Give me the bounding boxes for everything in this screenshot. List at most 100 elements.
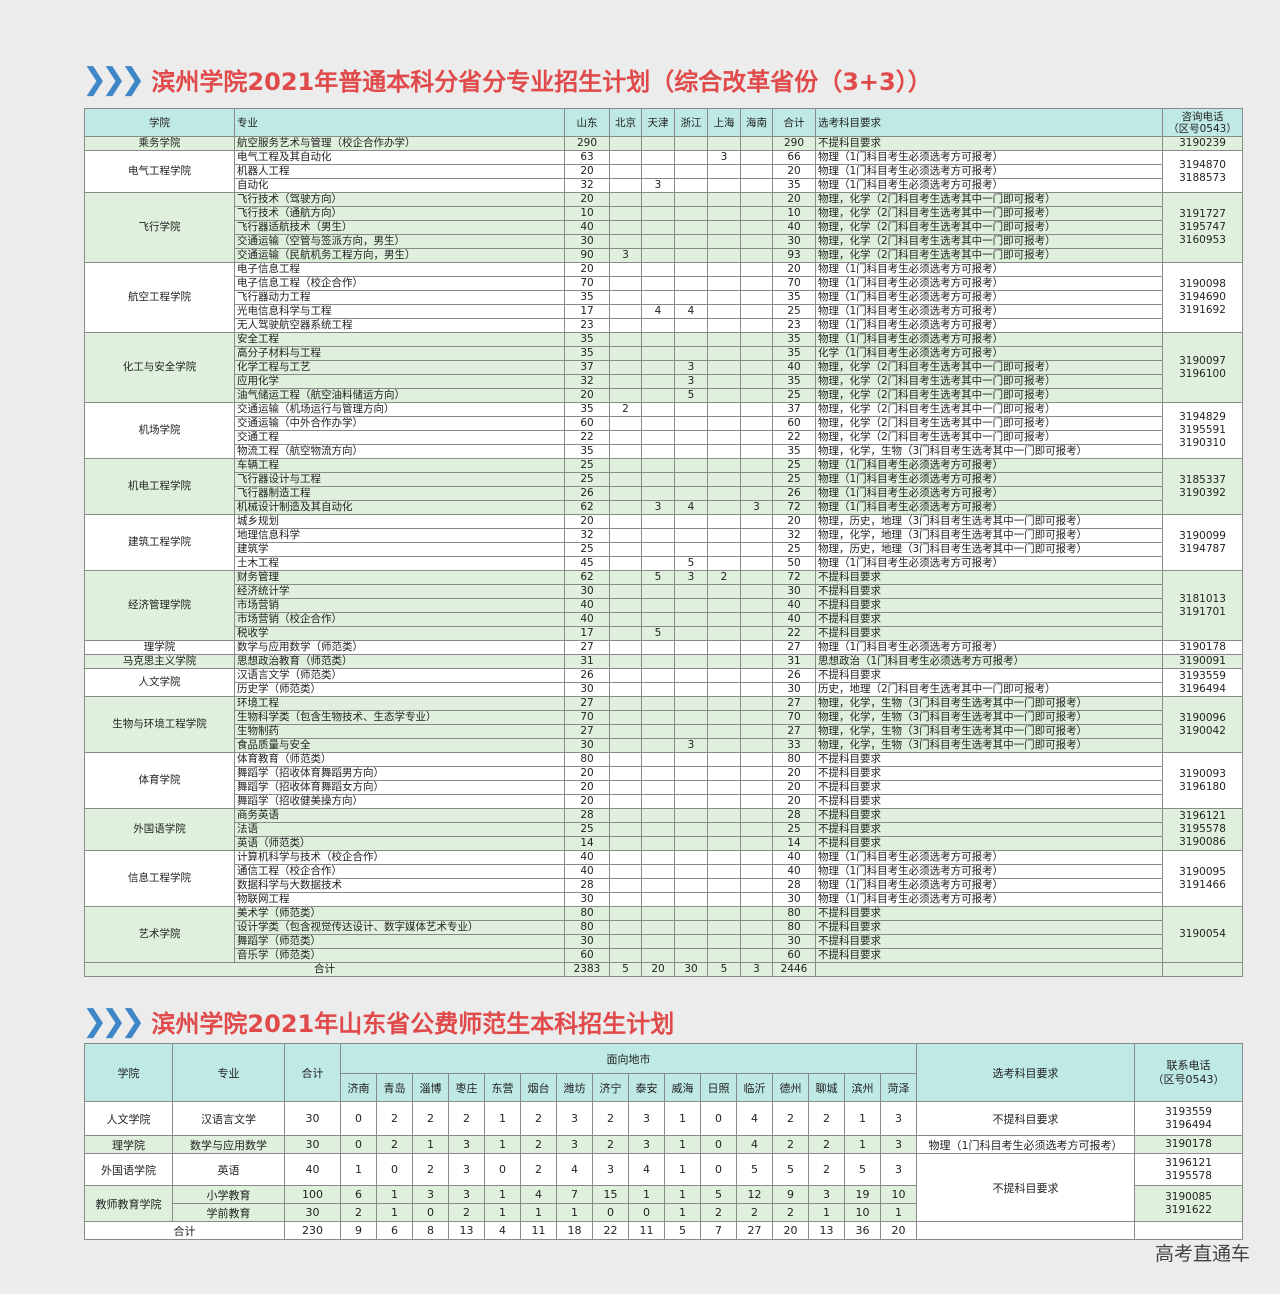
header-tianjin: 天津 bbox=[641, 108, 675, 137]
quota-cell bbox=[740, 878, 773, 893]
college-cell: 艺术学院 bbox=[84, 906, 235, 963]
quota-cell bbox=[707, 458, 741, 473]
quota-cell bbox=[674, 752, 708, 767]
city-quota-cell: 1 bbox=[664, 1185, 701, 1204]
quota-cell: 32 bbox=[564, 528, 610, 543]
quota-cell bbox=[641, 360, 675, 375]
table-row: 物流工程（航空物流方向） 35 35 物理，化学，生物（3门科目考生选考其中一门即可报… bbox=[85, 444, 1243, 459]
quota-cell: 25 bbox=[772, 542, 816, 557]
city-quota-cell: 0 bbox=[340, 1135, 377, 1154]
quota-cell: 40 bbox=[564, 598, 610, 613]
quota-cell bbox=[740, 192, 773, 207]
quota-cell bbox=[674, 192, 708, 207]
quota-cell: 290 bbox=[564, 136, 610, 151]
requirement-cell: 不提科目要求 bbox=[815, 780, 1163, 795]
quota-cell: 30 bbox=[772, 584, 816, 599]
requirement-cell: 物理，化学（2门科目考生选考其中一门即可报考） bbox=[815, 402, 1163, 417]
quota-cell bbox=[641, 878, 675, 893]
phone-cell: 3190097 3196100 bbox=[1162, 332, 1243, 403]
quota-cell bbox=[609, 234, 642, 249]
major-cell: 安全工程 bbox=[234, 332, 565, 347]
city-header: 淄博 bbox=[412, 1073, 449, 1102]
requirement-cell: 不提科目要求 bbox=[815, 934, 1163, 949]
city-total-cell: 8 bbox=[412, 1221, 449, 1240]
quota-cell: 30 bbox=[772, 934, 816, 949]
table-row: 舞蹈学（招收体育舞蹈女方向） 20 20 不提科目要求 bbox=[85, 780, 1243, 795]
table-row: 设计学类（包含视觉传达设计、数字媒体艺术专业） 80 80 不提科目要求 bbox=[85, 920, 1243, 935]
quota-cell: 20 bbox=[564, 514, 610, 529]
quota-cell: 3 bbox=[641, 500, 675, 515]
major-cell: 美术学（师范类） bbox=[234, 906, 565, 921]
college-cell: 外国语学院 bbox=[84, 1153, 173, 1186]
quota-cell bbox=[674, 318, 708, 333]
quota-cell bbox=[609, 640, 642, 655]
city-quota-cell: 2 bbox=[772, 1101, 809, 1136]
city-quota-cell: 1 bbox=[628, 1185, 665, 1204]
table-row: 乘务学院 航空服务艺术与管理（校企合作办学） 290 290 不提科目要求 3190239 bbox=[84, 136, 1243, 151]
city-quota-cell: 2 bbox=[772, 1203, 809, 1222]
quota-cell bbox=[674, 276, 708, 291]
quota-cell bbox=[740, 598, 773, 613]
quota-cell bbox=[740, 332, 773, 347]
quota-cell: 31 bbox=[772, 654, 816, 669]
quota-cell bbox=[707, 514, 741, 529]
quota-cell: 23 bbox=[772, 318, 816, 333]
requirement-cell: 不提科目要求 bbox=[815, 906, 1163, 921]
major-cell: 化学工程与工艺 bbox=[234, 360, 565, 375]
quota-cell: 30 bbox=[564, 584, 610, 599]
quota-cell: 40 bbox=[772, 360, 816, 375]
quota-cell bbox=[641, 710, 675, 725]
quota-cell bbox=[641, 430, 675, 445]
phone-cell: 3190095 3191466 bbox=[1162, 850, 1243, 907]
page-title-general: ❯❯❯ 滨州学院2021年普通本科分省分专业招生计划（综合改革省份（3+3）） bbox=[82, 62, 932, 97]
requirement-cell: 不提科目要求 bbox=[815, 584, 1163, 599]
requirement-cell: 物理，化学（2门科目考生选考其中一门即可报考） bbox=[815, 430, 1163, 445]
major-cell: 舞蹈学（招收健美操方向） bbox=[234, 794, 565, 809]
total-cell: 100 bbox=[284, 1185, 341, 1204]
total-cell: 30 bbox=[284, 1135, 341, 1154]
quota-cell bbox=[641, 906, 675, 921]
requirement-cell: 不提科目要求 bbox=[916, 1101, 1135, 1136]
quota-cell bbox=[740, 248, 773, 263]
requirement-cell: 物理，化学（2门科目考生选考其中一门即可报考） bbox=[815, 206, 1163, 221]
quota-cell bbox=[740, 416, 773, 431]
city-quota-cell: 2 bbox=[808, 1153, 845, 1186]
quota-cell bbox=[740, 206, 773, 221]
requirement-cell: 物理（1门科目考生必须选考方可报考） bbox=[815, 304, 1163, 319]
quota-cell bbox=[674, 598, 708, 613]
quota-cell: 22 bbox=[564, 430, 610, 445]
college-cell: 外国语学院 bbox=[84, 808, 235, 851]
city-total-cell: 22 bbox=[592, 1221, 629, 1240]
city-header: 青岛 bbox=[376, 1073, 413, 1102]
city-quota-cell: 2 bbox=[376, 1101, 413, 1136]
quota-cell bbox=[641, 206, 675, 221]
quota-cell: 35 bbox=[564, 290, 610, 305]
quota-cell bbox=[740, 318, 773, 333]
major-cell: 飞行器适航技术（男生） bbox=[234, 220, 565, 235]
table-row: 食品质量与安全 30 3 33 物理，化学，生物（3门科目考生选考其中一门即可报考） bbox=[85, 738, 1243, 753]
header-shandong: 山东 bbox=[564, 108, 610, 137]
requirement-cell: 物理，化学（2门科目考生选考其中一门即可报考） bbox=[815, 374, 1163, 389]
quota-cell bbox=[707, 682, 741, 697]
major-cell: 数学与应用数学 bbox=[172, 1135, 285, 1154]
quota-cell bbox=[609, 598, 642, 613]
quota-cell bbox=[707, 374, 741, 389]
total-value: 20 bbox=[641, 962, 675, 977]
quota-cell: 26 bbox=[564, 486, 610, 501]
quota-cell bbox=[740, 864, 773, 879]
major-cell: 舞蹈学（招收体育舞蹈女方向） bbox=[234, 780, 565, 795]
quota-cell: 25 bbox=[564, 472, 610, 487]
quota-cell: 80 bbox=[564, 920, 610, 935]
quota-cell bbox=[609, 192, 642, 207]
quota-cell bbox=[707, 430, 741, 445]
quota-cell bbox=[609, 360, 642, 375]
quota-cell: 14 bbox=[772, 836, 816, 851]
city-header: 济南 bbox=[340, 1073, 377, 1102]
quota-cell bbox=[609, 724, 642, 739]
quota-cell bbox=[674, 626, 708, 641]
quota-cell bbox=[707, 472, 741, 487]
table-row: 应用化学 32 3 35 物理，化学（2门科目考生选考其中一门即可报考） bbox=[85, 374, 1243, 389]
quota-cell bbox=[707, 248, 741, 263]
quota-cell: 17 bbox=[564, 626, 610, 641]
requirement-cell: 物理，化学，地理（3门科目考生选考其中一门即可报考） bbox=[815, 528, 1163, 543]
